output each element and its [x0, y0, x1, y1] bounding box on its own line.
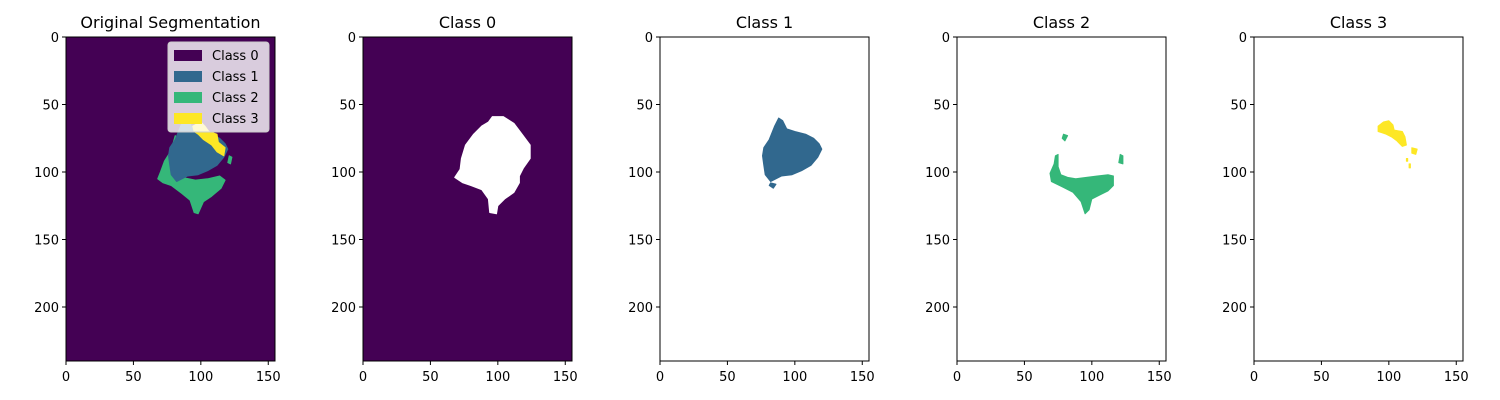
y-tick-label: 50 — [42, 99, 59, 114]
x-tick-label: 50 — [1016, 370, 1033, 385]
y-tick-label: 150 — [34, 234, 59, 249]
subplot-3: Class 2 0 50 100 150 0 50 100 150 200 — [925, 13, 1172, 385]
x-tick-label: 150 — [1147, 370, 1172, 385]
x-tick-label: 100 — [485, 370, 510, 385]
subplot-4: Class 3 0 50 100 150 0 50 100 150 200 — [1222, 13, 1469, 385]
chart-title: Class 0 — [439, 13, 496, 32]
region-class-2-1 — [227, 155, 233, 165]
y-tick-label: 200 — [331, 301, 356, 316]
axes-frame — [362, 36, 573, 362]
x-tick-label: 50 — [125, 370, 142, 385]
x-tick-label: 150 — [553, 370, 578, 385]
y-tick-label: 50 — [339, 99, 356, 114]
y-tick-label: 150 — [331, 234, 356, 249]
y-tick-label: 150 — [925, 234, 950, 249]
subplot-2: Class 1 0 50 100 150 0 50 100 150 200 — [628, 13, 875, 385]
axes-frame — [1253, 36, 1464, 362]
region-empty-0 — [454, 116, 531, 215]
x-tick-label: 100 — [188, 370, 213, 385]
legend: Class 0 Class 1 Class 2 Class 3 — [167, 41, 270, 133]
legend-label: Class 3 — [212, 112, 259, 127]
legend-swatch — [174, 113, 202, 124]
y-tick-label: 200 — [628, 301, 653, 316]
y-tick-label: 50 — [1230, 99, 1247, 114]
legend-label: Class 1 — [212, 70, 259, 85]
x-tick-label: 0 — [359, 370, 367, 385]
legend-label: Class 2 — [212, 91, 259, 106]
x-tick-label: 100 — [1376, 370, 1401, 385]
y-tick-label: 100 — [1222, 166, 1247, 181]
x-tick-label: 150 — [1444, 370, 1469, 385]
y-tick-label: 200 — [1222, 301, 1247, 316]
plot-background — [363, 37, 572, 361]
subplot-0: Original Segmentation 0 50 100 150 0 50 100 150 2… — [34, 13, 281, 385]
region-class-1-1 — [768, 182, 777, 189]
x-tick-label: 150 — [256, 370, 281, 385]
plot-background — [957, 37, 1166, 361]
axes-frame — [659, 36, 870, 362]
y-tick-label: 50 — [933, 99, 950, 114]
axes-frame — [956, 36, 1167, 362]
chart-title: Class 3 — [1330, 13, 1387, 32]
x-tick-label: 100 — [782, 370, 807, 385]
plot-background — [660, 37, 869, 361]
y-tick-label: 100 — [34, 166, 59, 181]
y-tick-label: 150 — [628, 234, 653, 249]
x-tick-label: 0 — [62, 370, 70, 385]
x-tick-label: 100 — [1079, 370, 1104, 385]
x-tick-label: 50 — [422, 370, 439, 385]
x-tick-label: 50 — [719, 370, 736, 385]
legend-swatch — [174, 71, 202, 82]
y-tick-label: 0 — [51, 31, 59, 46]
region-class-3-3 — [1408, 163, 1411, 169]
subplot-1: Class 0 0 50 100 150 0 50 100 150 200 — [331, 13, 578, 385]
x-tick-label: 150 — [850, 370, 875, 385]
plot-background — [1254, 37, 1463, 361]
legend-swatch — [174, 50, 202, 61]
y-tick-label: 0 — [348, 31, 356, 46]
x-tick-label: 50 — [1313, 370, 1330, 385]
y-tick-label: 150 — [1222, 234, 1247, 249]
region-class-1-0 — [762, 117, 823, 182]
axes-frame — [65, 36, 276, 362]
x-tick-label: 0 — [656, 370, 664, 385]
region-class-2-1 — [1061, 133, 1069, 142]
region-class-3-2 — [1405, 158, 1409, 162]
chart-title: Original Segmentation — [80, 13, 260, 32]
region-class-2-0 — [1049, 153, 1114, 215]
region-class-2-2 — [1118, 153, 1124, 165]
y-tick-label: 200 — [34, 301, 59, 316]
y-tick-label: 0 — [942, 31, 950, 46]
y-tick-label: 0 — [1239, 31, 1247, 46]
y-tick-label: 200 — [925, 301, 950, 316]
chart-title: Class 2 — [1033, 13, 1090, 32]
y-tick-label: 50 — [636, 99, 653, 114]
x-tick-label: 0 — [1250, 370, 1258, 385]
legend-swatch — [174, 92, 202, 103]
y-tick-label: 100 — [925, 166, 950, 181]
region-class-3-0 — [1377, 120, 1407, 147]
legend-box — [167, 41, 270, 133]
legend-label: Class 0 — [212, 49, 259, 64]
y-tick-label: 0 — [645, 31, 653, 46]
x-tick-label: 0 — [953, 370, 961, 385]
y-tick-label: 100 — [331, 166, 356, 181]
chart-title: Class 1 — [736, 13, 793, 32]
y-tick-label: 100 — [628, 166, 653, 181]
region-class-3-1 — [1411, 147, 1418, 155]
